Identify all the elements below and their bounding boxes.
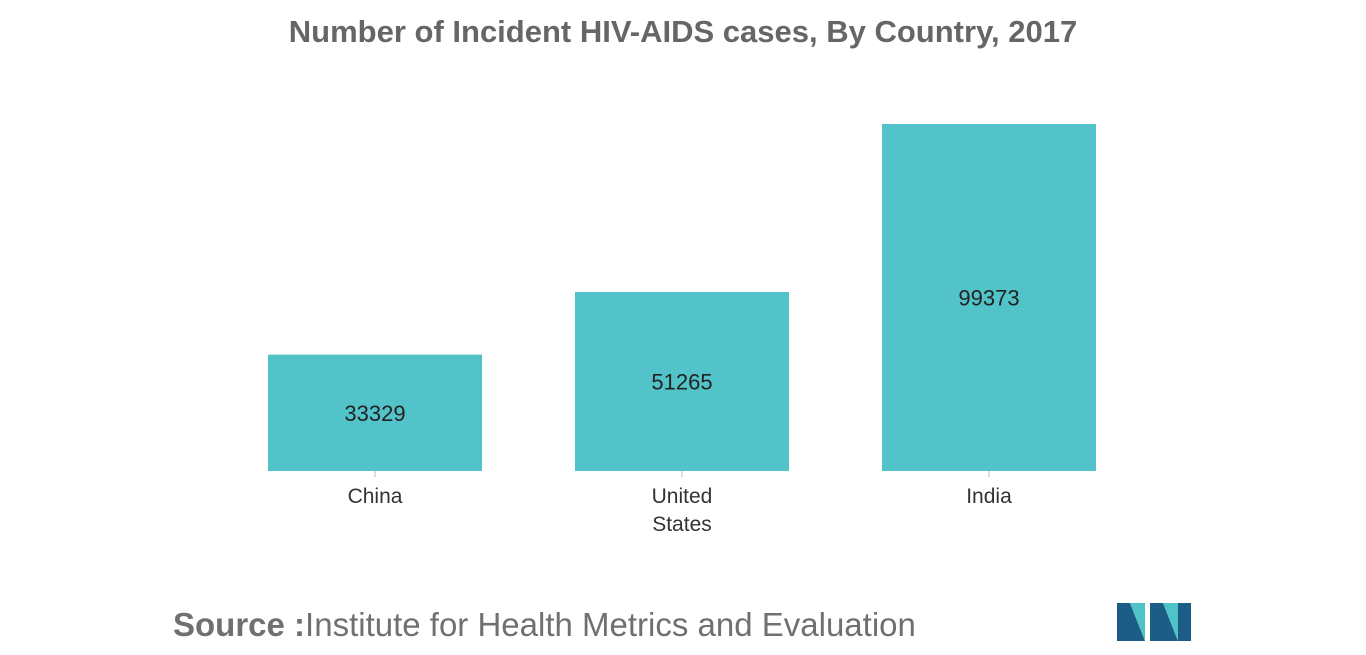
data-label-2: 99373 bbox=[958, 286, 1019, 311]
bar-0 bbox=[268, 354, 482, 471]
bar-chart: 33329 51265 99373 China United States India bbox=[268, 124, 1096, 536]
chart-title: Number of Incident HIV-AIDS cases, By Co… bbox=[288, 14, 1078, 49]
labels-group: China United States India bbox=[348, 485, 1013, 536]
source-text: Institute for Health Metrics and Evaluat… bbox=[305, 606, 916, 643]
x-tick-label-0: China bbox=[348, 485, 403, 508]
data-label-1: 51265 bbox=[651, 369, 712, 394]
source-label: Source : bbox=[173, 606, 306, 643]
x-tick-label-2: India bbox=[966, 485, 1012, 508]
ticks-group bbox=[374, 471, 990, 477]
bar-1 bbox=[575, 291, 789, 471]
source-note: Source :Institute for Health Metrics and… bbox=[173, 606, 916, 644]
bar-2 bbox=[882, 124, 1096, 471]
bars-group: 33329 51265 99373 bbox=[268, 124, 1096, 471]
x-tick-label-1: United States bbox=[652, 485, 713, 536]
data-label-0: 33329 bbox=[344, 401, 405, 426]
mordor-logo-icon bbox=[1117, 603, 1191, 641]
